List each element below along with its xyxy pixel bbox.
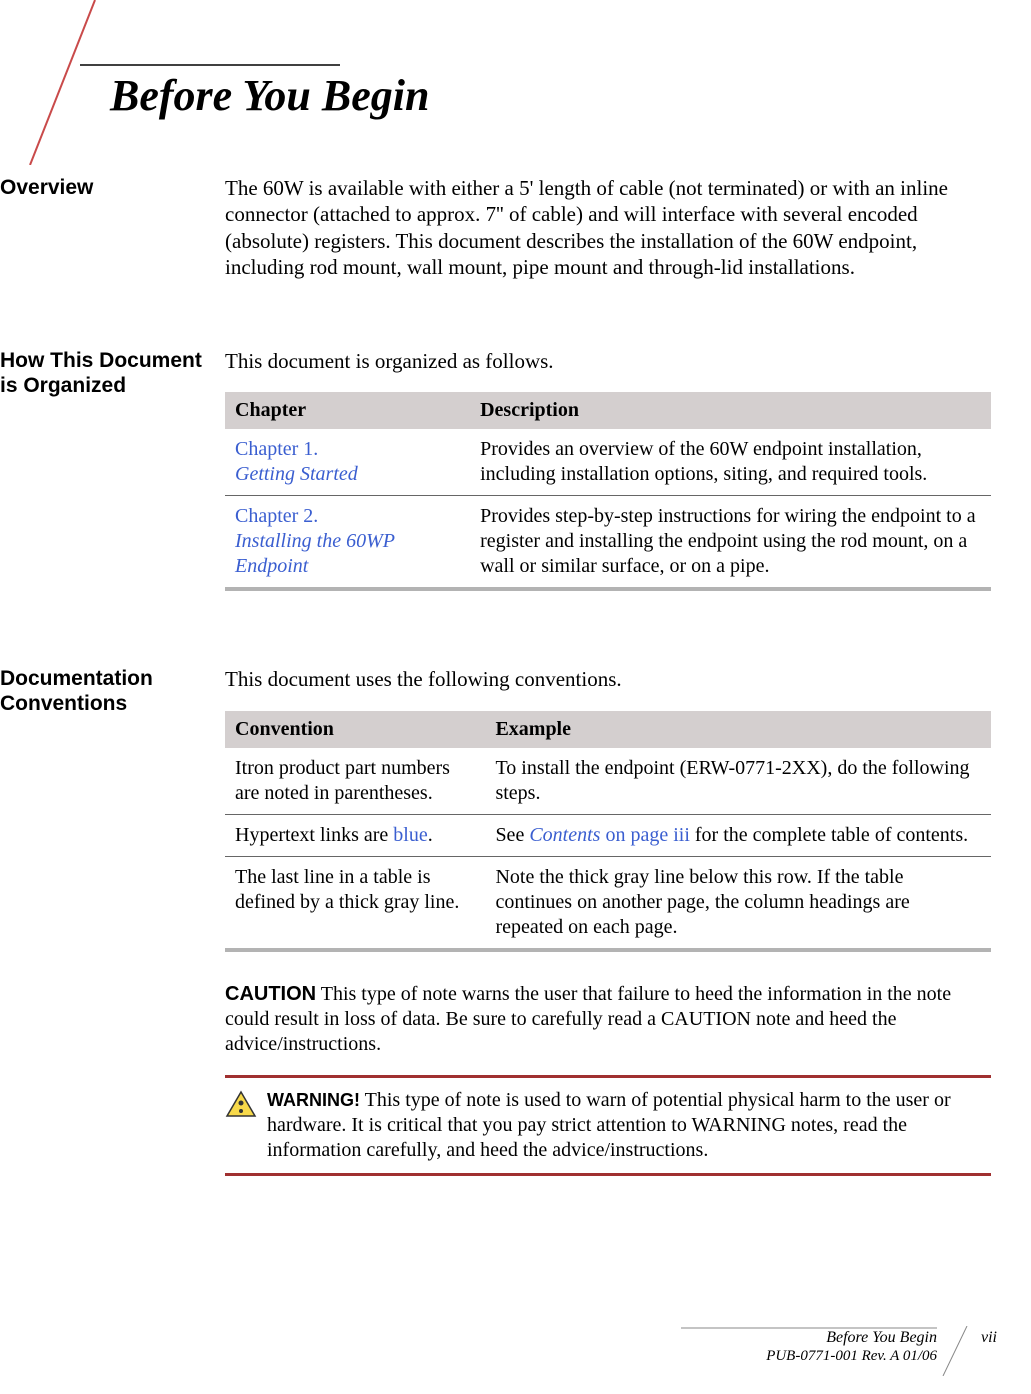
cell-convention: Hypertext links are blue.	[225, 814, 485, 856]
organized-intro: This document is organized as follows.	[225, 348, 991, 374]
table-row: Itron product part numbers are noted in …	[225, 748, 991, 815]
section-body-overview: The 60W is available with either a 5' le…	[225, 175, 991, 298]
page-content: Overview The 60W is available with eithe…	[0, 175, 991, 1286]
warning-label: WARNING!	[267, 1090, 360, 1110]
chapter-name-link[interactable]: Getting Started	[235, 463, 358, 485]
chapter-link[interactable]: Chapter 2.	[235, 505, 318, 527]
footer-page-number: vii	[981, 1329, 997, 1347]
cell-chapter: Chapter 2. Installing the 60WP Endpoint	[225, 496, 470, 590]
conv-link-word: blue	[393, 824, 427, 846]
chapter-name-link[interactable]: Installing the 60WP Endpoint	[235, 530, 395, 577]
warning-note: WARNING! This type of note is used to wa…	[225, 1075, 991, 1176]
th-chapter: Chapter	[225, 392, 470, 429]
ex-link-rest[interactable]: on page iii	[600, 824, 689, 846]
cell-convention: The last line in a table is defined by a…	[225, 856, 485, 950]
cell-example: To install the endpoint (ERW-0771-2XX), …	[485, 748, 991, 815]
cell-convention: Itron product part numbers are noted in …	[225, 748, 485, 815]
caution-text: This type of note warns the user that fa…	[225, 983, 951, 1055]
section-overview: Overview The 60W is available with eithe…	[0, 175, 991, 298]
warning-text-wrap: WARNING! This type of note is used to wa…	[267, 1088, 991, 1163]
section-label-conventions: Documentation Conventions	[0, 666, 225, 1175]
caution-label: CAUTION	[225, 983, 316, 1005]
section-label-organized: How This Document is Organized	[0, 348, 225, 616]
table-row: Chapter 2. Installing the 60WP Endpoint …	[225, 496, 991, 590]
conv-pre: Hypertext links are	[235, 824, 393, 846]
section-conventions: Documentation Conventions This document …	[0, 666, 991, 1175]
cell-example: See Contents on page iii for the complet…	[485, 814, 991, 856]
conventions-table: Convention Example Itron product part nu…	[225, 711, 991, 952]
table-row: Hypertext links are blue. See Contents o…	[225, 814, 991, 856]
conventions-intro: This document uses the following convent…	[225, 666, 991, 692]
organized-table: Chapter Description Chapter 1. Getting S…	[225, 392, 991, 591]
cell-description: Provides an overview of the 60W endpoint…	[470, 429, 991, 496]
footer-title: Before You Begin	[826, 1329, 937, 1347]
table-header-row: Convention Example	[225, 711, 991, 748]
page-footer: Before You Begin PUB-0771-001 Rev. A 01/…	[681, 1326, 1001, 1376]
cell-chapter: Chapter 1. Getting Started	[225, 429, 470, 496]
chapter-link[interactable]: Chapter 1.	[235, 438, 318, 460]
th-example: Example	[485, 711, 991, 748]
ex-post: for the complete table of contents.	[690, 824, 968, 846]
cell-example: Note the thick gray line below this row.…	[485, 856, 991, 950]
table-header-row: Chapter Description	[225, 392, 991, 429]
cell-description: Provides step-by-step instructions for w…	[470, 496, 991, 590]
table-row: The last line in a table is defined by a…	[225, 856, 991, 950]
caution-note: CAUTION This type of note warns the user…	[225, 982, 991, 1057]
section-body-conventions: This document uses the following convent…	[225, 666, 991, 1175]
warning-icon	[225, 1090, 257, 1118]
section-organized: How This Document is Organized This docu…	[0, 348, 991, 616]
th-convention: Convention	[225, 711, 485, 748]
ex-link-ital[interactable]: Contents	[529, 824, 600, 846]
ex-pre: See	[495, 824, 529, 846]
chapter-title: Before You Begin	[110, 70, 429, 121]
table-row: Chapter 1. Getting Started Provides an o…	[225, 429, 991, 496]
warning-text: This type of note is used to warn of pot…	[267, 1089, 951, 1161]
section-body-organized: This document is organized as follows. C…	[225, 348, 991, 616]
th-description: Description	[470, 392, 991, 429]
footer-revision: PUB-0771-001 Rev. A 01/06	[766, 1348, 937, 1365]
conv-post: .	[428, 824, 433, 846]
section-label-overview: Overview	[0, 175, 225, 298]
overview-text: The 60W is available with either a 5' le…	[225, 175, 991, 280]
